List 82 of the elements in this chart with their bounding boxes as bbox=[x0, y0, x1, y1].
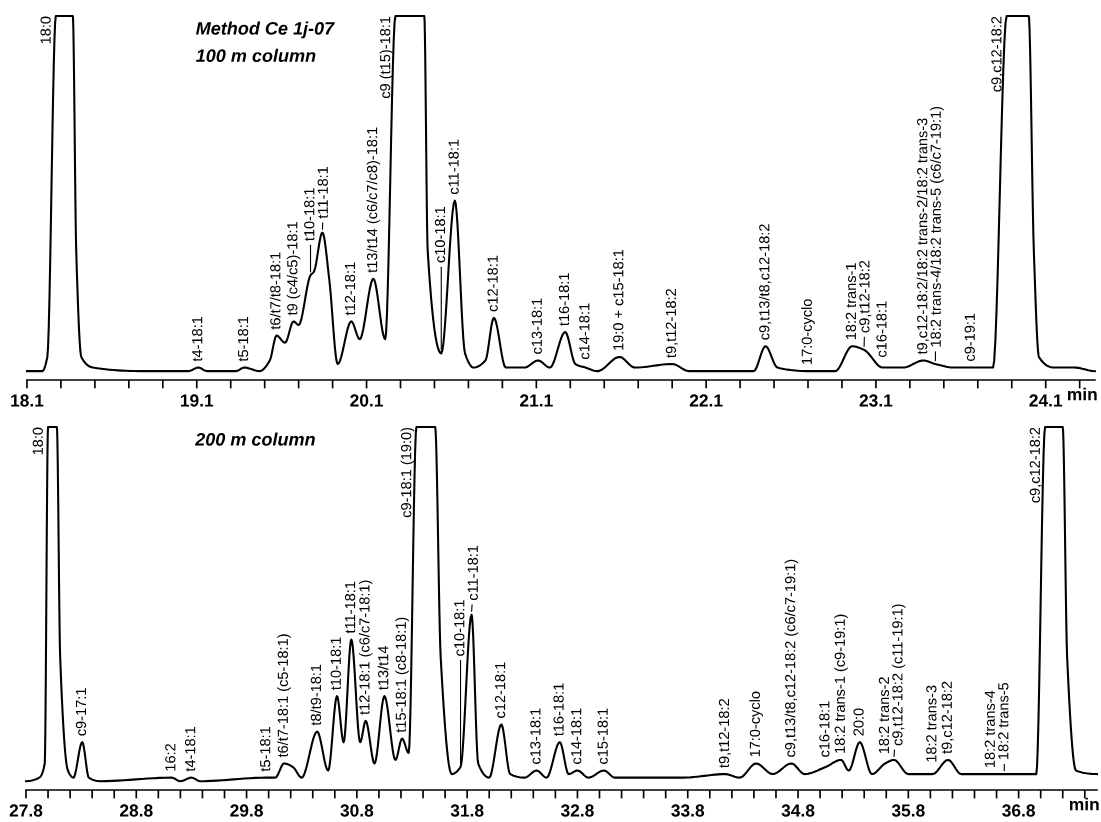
annotation: Method Ce 1j-07 bbox=[196, 21, 335, 39]
annotation: t11-18:1 bbox=[344, 581, 356, 634]
annotation: c12-18:1 bbox=[487, 255, 498, 312]
annotation: t4-18:1 bbox=[185, 726, 196, 772]
annotation: 18:2 trans-4/18:2 trans-5 (c6/c7-19:1) bbox=[930, 106, 944, 347]
x-tick-label: 28.8 bbox=[119, 804, 153, 817]
annotation: c9-19:1 bbox=[964, 313, 975, 361]
annotation: 18:2 trans-2 bbox=[878, 677, 890, 754]
x-tick-label: 33.8 bbox=[671, 804, 705, 817]
x-tick-label: 36.8 bbox=[1002, 804, 1035, 817]
annotation: t6/t7/t8-18:1 bbox=[269, 252, 281, 330]
x-tick-label: 18.1 bbox=[11, 394, 44, 407]
annotation: t15-18:1 (c8-18:1) bbox=[395, 617, 409, 733]
x-tick-label: 35.8 bbox=[891, 804, 925, 817]
annotation: t9,c12-18:2 bbox=[941, 681, 954, 754]
annotation: c10-18:1 bbox=[454, 600, 465, 656]
annotation: 17:0-cyclo bbox=[801, 299, 815, 364]
annotation: c10-18:1 bbox=[434, 206, 446, 263]
annotation: 100 m column bbox=[196, 48, 316, 63]
annotation: c14-18:1 bbox=[571, 708, 582, 764]
x-tick-label: 24.1 bbox=[1029, 394, 1063, 407]
x-tick-label: 22.1 bbox=[689, 394, 723, 407]
annotation: 18:0 bbox=[32, 427, 43, 455]
x-axis-title: min bbox=[1069, 797, 1099, 811]
annotation: t4-18:1 bbox=[192, 316, 203, 362]
annotation: t9,t12-18:2 bbox=[718, 699, 731, 768]
annotation: t9,c12-18:2/18:2 trans-2/18:2 trans-3 bbox=[916, 118, 930, 355]
x-tick-label: 21.1 bbox=[520, 394, 553, 407]
annotation: c11-18:1 bbox=[467, 545, 478, 601]
annotation: c9-17:1 bbox=[75, 688, 87, 736]
x-tick-label: 34.8 bbox=[781, 804, 815, 817]
x-tick-label: 31.8 bbox=[450, 804, 484, 817]
annotation: t11-18:1 bbox=[317, 166, 328, 219]
annotation: c9-18:1 (19:0) bbox=[400, 427, 415, 518]
annotation: 16:2 bbox=[165, 743, 176, 771]
annotation: 18:2 trans-1 bbox=[845, 263, 857, 340]
x-tick-label: 30.8 bbox=[340, 804, 374, 817]
annotation: c9,c12-18:2 bbox=[991, 16, 1004, 92]
annotation: t13/t14 (c6/c7/c8)-18:1 bbox=[366, 127, 381, 273]
x-tick-label: 29.8 bbox=[230, 804, 263, 817]
x-tick-label: 20.1 bbox=[350, 394, 383, 407]
annotation: t13/t14 bbox=[377, 646, 389, 690]
annotation: t12-18:1 bbox=[344, 262, 356, 316]
annotation: t10-18:1 bbox=[330, 637, 341, 690]
annotation: c9,c12-18:2 bbox=[1029, 427, 1042, 503]
annotation: 18:2 trans-1 (c9-19:1) bbox=[834, 614, 848, 753]
annotation: 18:0 bbox=[40, 16, 51, 44]
annotation: t16-18:1 bbox=[553, 683, 564, 736]
annotation: 200 m column bbox=[194, 432, 315, 446]
annotation: c9,t12-18:2 (c11-19:1) bbox=[891, 604, 906, 746]
annotation: c9 (t15)-18:1 bbox=[379, 16, 394, 99]
annotation: c13-18:1 bbox=[531, 298, 542, 354]
x-tick-label: 27.8 bbox=[9, 804, 43, 817]
annotation: 18:2 trans-4 bbox=[984, 690, 995, 767]
x-tick-label: 32.8 bbox=[560, 804, 594, 817]
annotation: t12-18:1 (c6/c7-18:1) bbox=[358, 580, 373, 715]
annotation: t10-18:1 bbox=[304, 188, 315, 241]
annotation: 19:0 + c15-18:1 bbox=[613, 249, 624, 350]
annotation: c16-18:1 bbox=[819, 701, 830, 757]
annotation: 17:0-cyclo bbox=[749, 691, 763, 757]
annotation: t16-18:1 bbox=[558, 273, 570, 326]
annotation: t9,t12-18:2 bbox=[665, 289, 678, 358]
annotation: c12-18:1 bbox=[494, 662, 506, 718]
annotation: c9,t12-18:2 bbox=[859, 260, 872, 333]
annotation: 18:2 trans-3 bbox=[926, 685, 937, 762]
x-tick-label: 19.1 bbox=[180, 394, 214, 407]
annotation: c9,t13/t8,c12-18:2 bbox=[758, 224, 772, 340]
annotation: c13-18:1 bbox=[530, 708, 541, 764]
annotation: c16-18:1 bbox=[876, 301, 887, 357]
annotation: t8/t9-18:1 bbox=[310, 664, 322, 726]
annotation: c15-18:1 bbox=[597, 708, 608, 764]
annotation: t9 (c4/c5)-18:1 bbox=[286, 222, 301, 316]
annotation: t5-18:1 bbox=[237, 316, 249, 362]
annotation: t5-18:1 bbox=[260, 726, 271, 772]
annotation: c9,t13/t8,c12-18:2 (c6/c7-19:1) bbox=[784, 559, 799, 757]
annotation: c14-18:1 bbox=[579, 303, 590, 360]
x-axis-title: min bbox=[1068, 387, 1097, 401]
x-tick-label: 23.1 bbox=[859, 394, 893, 407]
annotation: 20:0 bbox=[853, 708, 864, 736]
annotation: 18:2 trans-5 bbox=[998, 682, 1009, 759]
annotation: t6/t7-18:1 (c5-18:1) bbox=[277, 634, 291, 758]
annotation: c11-18:1 bbox=[448, 139, 459, 195]
